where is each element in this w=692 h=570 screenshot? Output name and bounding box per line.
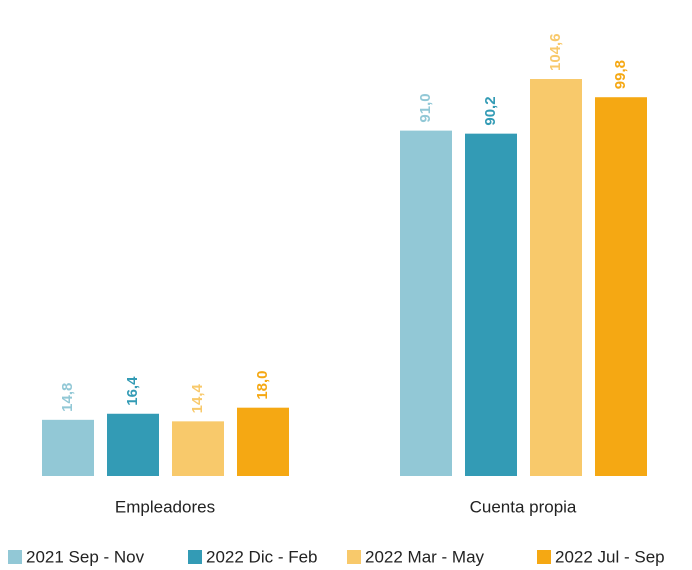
bar	[595, 97, 647, 477]
category-label: Cuenta propia	[470, 497, 577, 516]
legend-label: 2021 Sep - Nov	[26, 547, 145, 566]
value-label: 18,0	[254, 370, 271, 399]
bar	[465, 133, 517, 476]
legend-label: 2022 Jul - Sep	[555, 547, 665, 566]
value-label: 99,8	[612, 60, 629, 89]
value-label: 90,2	[482, 96, 499, 125]
legend-swatch	[537, 550, 551, 564]
legend-swatch	[8, 550, 22, 564]
value-label: 14,8	[59, 383, 76, 412]
value-label: 16,4	[124, 376, 141, 406]
value-label: 91,0	[417, 93, 434, 122]
bar	[107, 413, 159, 476]
bar	[400, 130, 452, 476]
bar	[42, 419, 94, 476]
value-label: 14,4	[189, 383, 206, 413]
legend-label: 2022 Dic - Feb	[206, 547, 318, 566]
bar	[172, 421, 224, 476]
legend-swatch	[188, 550, 202, 564]
bar	[237, 407, 289, 476]
value-label: 104,6	[547, 33, 564, 71]
legend-label: 2022 Mar - May	[365, 547, 485, 566]
legend-swatch	[347, 550, 361, 564]
bar	[530, 79, 582, 476]
category-label: Empleadores	[115, 497, 215, 516]
